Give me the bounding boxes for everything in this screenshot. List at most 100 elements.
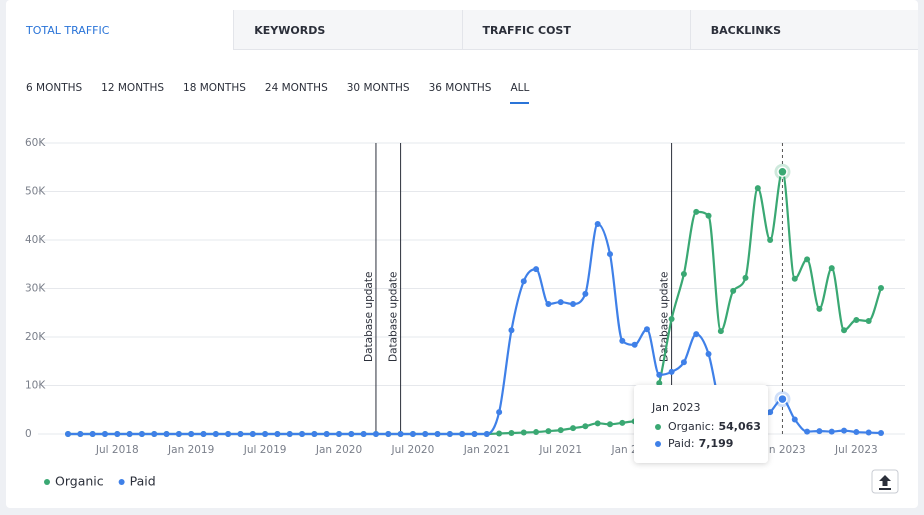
data-point xyxy=(360,431,367,437)
y-tick-label: 20K xyxy=(25,331,46,343)
data-point xyxy=(372,431,379,437)
data-point xyxy=(212,431,219,437)
data-point xyxy=(200,431,207,437)
range-option[interactable]: 6 MONTHS xyxy=(26,82,83,94)
data-point xyxy=(225,431,232,437)
data-point xyxy=(323,431,330,437)
range-option[interactable]: 24 MONTHS xyxy=(264,82,328,94)
data-point xyxy=(680,270,687,277)
data-point xyxy=(693,208,700,215)
data-point xyxy=(151,431,158,437)
tab[interactable]: KEYWORDS xyxy=(233,10,462,50)
data-point xyxy=(483,431,490,437)
range-option[interactable]: 12 MONTHS xyxy=(101,82,165,94)
data-point xyxy=(878,430,884,437)
data-point xyxy=(570,301,577,308)
data-point xyxy=(594,420,601,427)
data-point xyxy=(656,371,663,378)
tooltip: Jan 2023 Organic: 54,063 Paid: 7,199 xyxy=(634,385,768,463)
data-point xyxy=(607,251,613,258)
export-button[interactable] xyxy=(871,469,899,494)
data-point xyxy=(286,431,293,437)
annotation-label: Database update xyxy=(388,272,400,362)
data-point xyxy=(163,431,170,437)
range-option[interactable]: ALL xyxy=(510,82,530,104)
x-tick-label: Jul 2021 xyxy=(538,444,582,456)
y-tick-label: 60K xyxy=(25,137,46,149)
range-option[interactable]: 18 MONTHS xyxy=(183,82,246,94)
data-point xyxy=(570,425,577,432)
range-option[interactable]: 30 MONTHS xyxy=(346,82,410,94)
legend-label: Organic xyxy=(55,474,104,489)
x-tick-label: Jul 2023 xyxy=(834,444,878,456)
data-point xyxy=(777,166,788,178)
data-point xyxy=(434,431,441,437)
x-tick-label: Jan 2019 xyxy=(167,444,214,456)
x-tick-label: Jul 2020 xyxy=(391,444,435,456)
tooltip-marker xyxy=(655,441,661,447)
tab[interactable]: TOTAL TRAFFIC xyxy=(6,10,234,50)
data-point xyxy=(422,431,429,437)
data-point xyxy=(508,327,515,334)
annotation-label: Database update xyxy=(363,272,375,362)
data-point xyxy=(520,278,527,285)
y-tick-label: 0 xyxy=(25,428,32,440)
data-point xyxy=(459,431,466,437)
data-point xyxy=(237,431,244,437)
data-point xyxy=(471,431,478,437)
data-point xyxy=(730,287,737,294)
y-tick-label: 50K xyxy=(25,186,46,198)
data-point xyxy=(336,431,342,437)
data-point xyxy=(777,393,788,405)
data-point xyxy=(533,266,540,273)
data-point xyxy=(853,317,860,324)
data-point xyxy=(299,431,306,437)
legend-marker xyxy=(118,479,125,485)
data-point xyxy=(101,431,108,437)
annotation-label: Database update xyxy=(659,272,671,362)
tab[interactable]: BACKLINKS xyxy=(689,10,918,50)
data-point xyxy=(693,331,700,338)
x-tick-label: Jul 2019 xyxy=(243,444,287,456)
data-point xyxy=(816,305,823,312)
x-tick-label: Jan 2021 xyxy=(463,444,510,456)
data-point xyxy=(841,327,848,334)
range-bar: 6 MONTHS 12 MONTHS 18 MONTHS 24 MONTHS 30 MO… xyxy=(26,82,530,104)
x-tick-label: Jul 2018 xyxy=(95,444,139,456)
data-point xyxy=(397,431,404,437)
tooltip-marker xyxy=(655,424,661,430)
range-option[interactable]: 36 MONTHS xyxy=(428,82,492,94)
tab[interactable]: TRAFFIC COST xyxy=(461,10,690,50)
data-point xyxy=(804,256,811,263)
data-point xyxy=(717,328,724,335)
data-point xyxy=(619,337,626,344)
data-point xyxy=(557,427,564,434)
data-point xyxy=(545,428,552,435)
data-point xyxy=(804,428,811,435)
data-point xyxy=(767,409,774,416)
data-point xyxy=(841,427,848,434)
data-point xyxy=(582,290,589,297)
data-point xyxy=(680,359,687,366)
data-point xyxy=(754,185,761,192)
data-point xyxy=(767,237,774,243)
legend-marker xyxy=(44,479,50,485)
tooltip-title: Jan 2023 xyxy=(651,401,700,414)
data-point xyxy=(742,274,749,281)
data-point xyxy=(853,429,860,436)
data-point xyxy=(865,429,872,436)
data-point xyxy=(619,419,626,426)
data-point xyxy=(705,212,712,219)
data-point xyxy=(520,429,527,436)
data-point xyxy=(348,431,355,437)
data-point xyxy=(496,430,503,437)
data-point xyxy=(446,431,453,437)
export-icon[interactable] xyxy=(879,475,891,490)
data-point xyxy=(138,431,145,437)
data-point xyxy=(65,431,71,437)
tooltip-value: 7,199 xyxy=(699,437,734,450)
data-point xyxy=(865,317,872,324)
data-point xyxy=(508,430,515,437)
data-point xyxy=(557,299,564,306)
tooltip-value: 54,063 xyxy=(719,420,761,433)
